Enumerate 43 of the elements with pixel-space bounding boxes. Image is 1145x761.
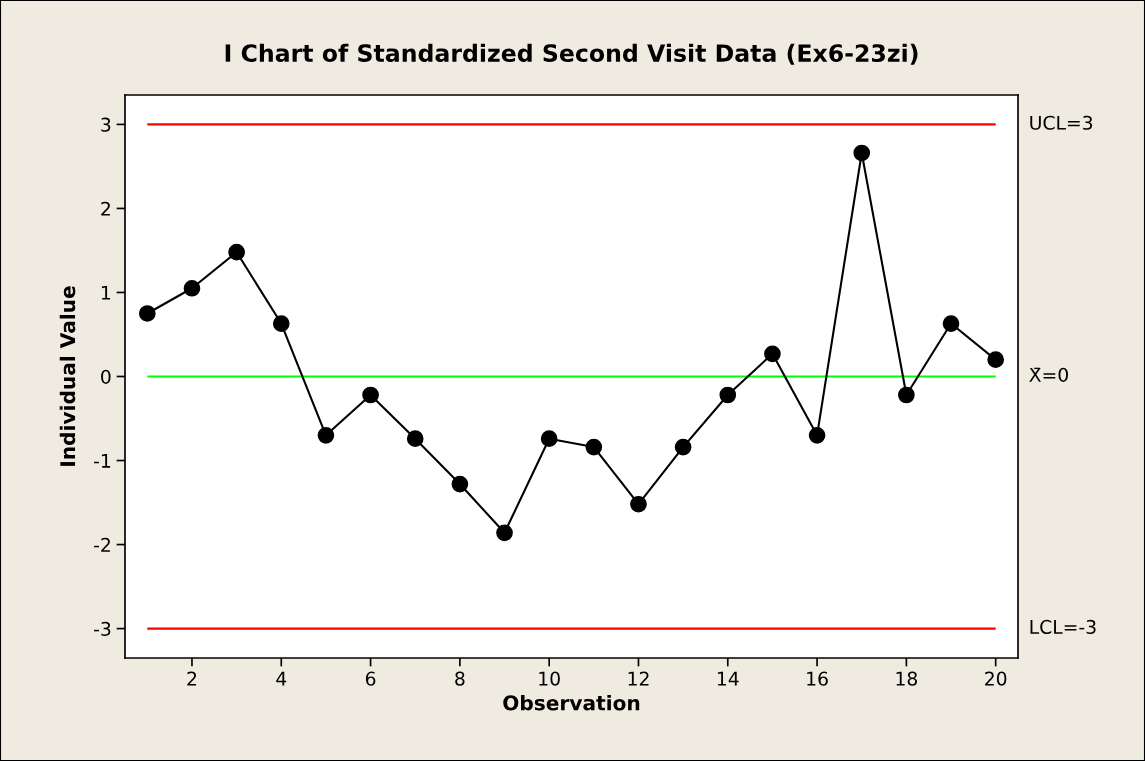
chart-title: I Chart of Standardized Second Visit Data (Ex6-23zi): [225, 43, 918, 65]
x-tick-label: 12: [628, 671, 649, 686]
x-tick-label: 18: [896, 671, 918, 686]
point: [496, 524, 513, 542]
y-tick-label: -3: [94, 621, 111, 636]
point: [272, 315, 290, 332]
point: [942, 315, 960, 332]
ref-line-label: LCL=-3: [1030, 619, 1096, 635]
x-tick-label: 10: [539, 671, 560, 686]
ref-line-label: UCL=3: [1030, 115, 1093, 130]
point: [451, 475, 469, 493]
point: [719, 386, 737, 404]
point: [987, 351, 1005, 369]
y-axis-title: Individual Value: [59, 286, 76, 466]
ref-line-label: X̄=0: [1029, 367, 1068, 382]
point: [630, 495, 647, 513]
point: [853, 144, 871, 162]
x-tick-label: 2: [187, 671, 197, 686]
x-axis-title: Observation: [503, 694, 640, 711]
y-tick-label: 1: [101, 285, 111, 300]
point: [138, 305, 156, 322]
point: [674, 438, 692, 456]
point: [540, 430, 558, 448]
y-tick-label: 0: [101, 369, 111, 384]
x-tick-label: 8: [455, 671, 465, 686]
x-tick-label: 20: [985, 671, 1007, 686]
y-tick-label: 3: [101, 117, 111, 132]
point: [183, 279, 201, 297]
point: [808, 426, 826, 444]
point: [362, 386, 379, 404]
point: [585, 438, 603, 456]
x-tick-label: 6: [365, 671, 376, 686]
x-tick-label: 4: [276, 671, 287, 686]
y-tick-label: 2: [101, 201, 110, 216]
y-tick-label: -2: [94, 537, 110, 552]
point: [764, 345, 781, 363]
point: [228, 243, 245, 261]
point: [406, 430, 424, 448]
x-tick-label: 14: [717, 671, 739, 686]
point: [898, 386, 915, 404]
point: [317, 426, 335, 444]
x-tick-label: 16: [807, 671, 828, 686]
y-tick-label: -1: [94, 453, 111, 468]
